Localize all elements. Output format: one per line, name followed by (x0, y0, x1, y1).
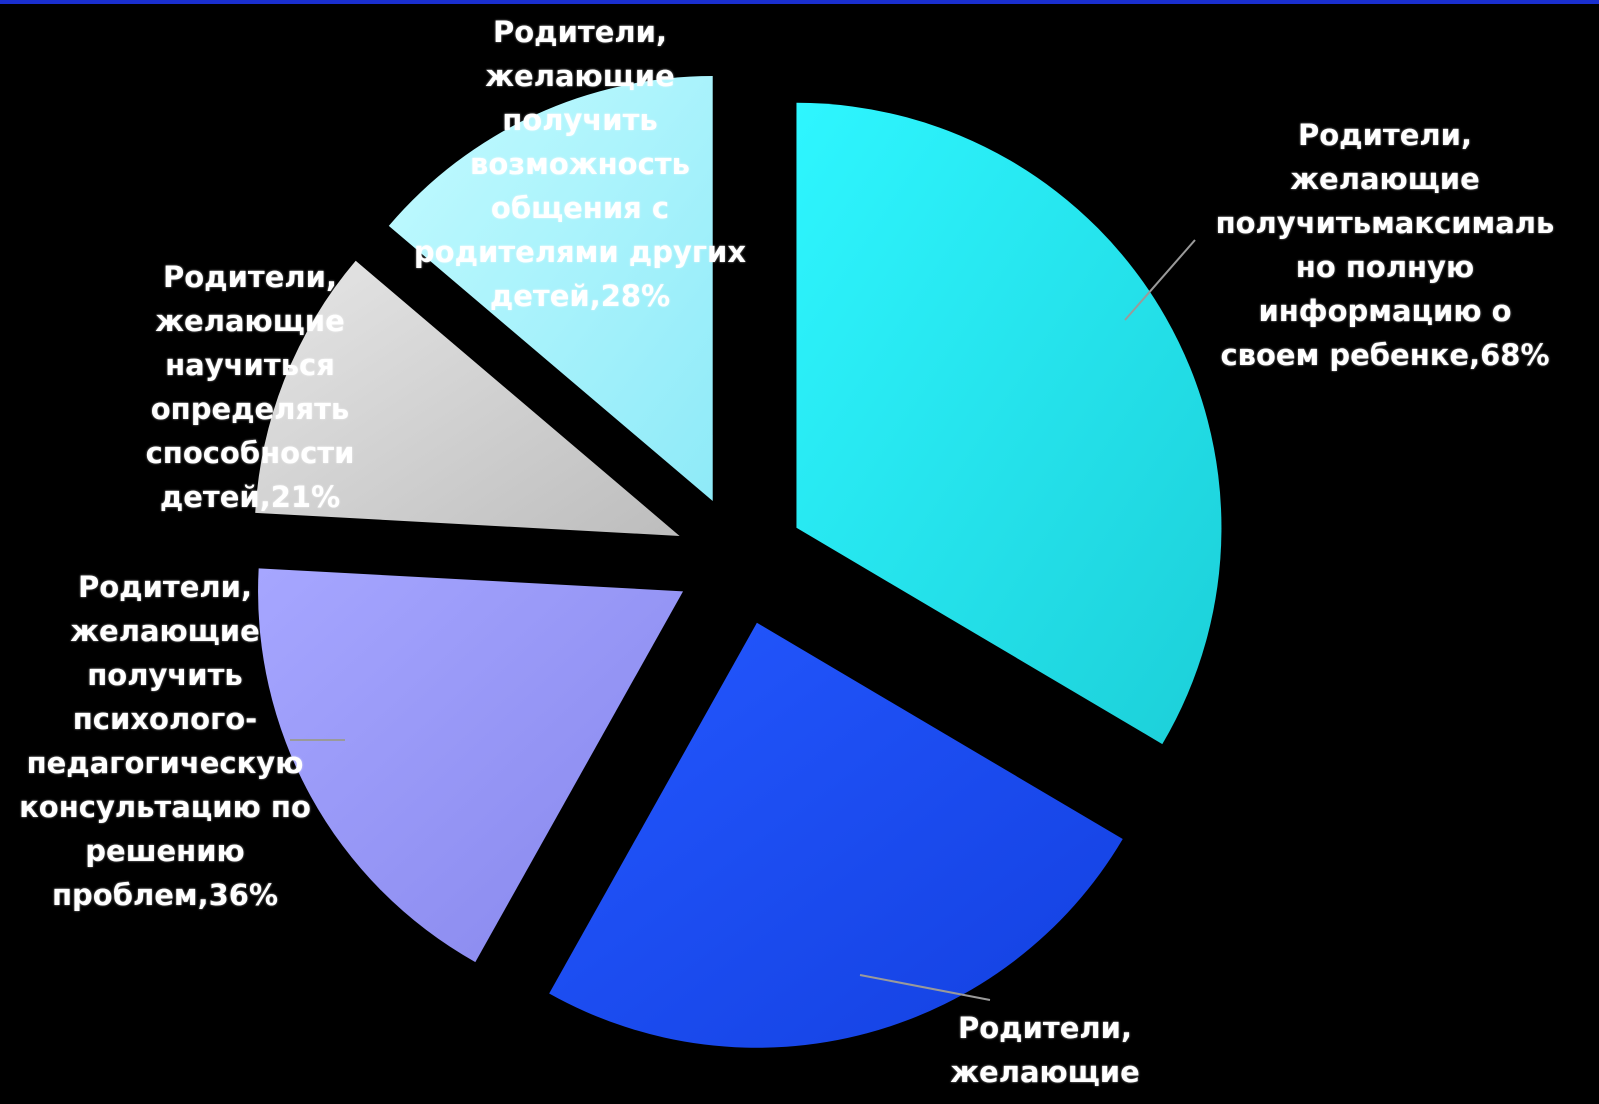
slice-communication (388, 76, 713, 502)
slice-label-consultation: Родители, желающие получить психолого- п… (19, 570, 311, 912)
slide-top-bar (0, 0, 1599, 4)
slice-label-communication: Родители, желающие получить возможность … (413, 15, 747, 313)
slice-consultation (258, 568, 684, 963)
slice-abilities (255, 260, 680, 536)
slice-label-abilities: Родители, желающие научиться определять … (145, 260, 355, 514)
slice-parents-wishing (549, 622, 1123, 1048)
leader-line (1124, 239, 1196, 321)
slice-label-parents-wishing: Родители, желающие (950, 1011, 1140, 1089)
slice-label-information: Родители, желающие получитьмаксималь но … (1215, 118, 1555, 372)
slice-information (796, 102, 1222, 745)
leader-line (859, 974, 991, 1001)
